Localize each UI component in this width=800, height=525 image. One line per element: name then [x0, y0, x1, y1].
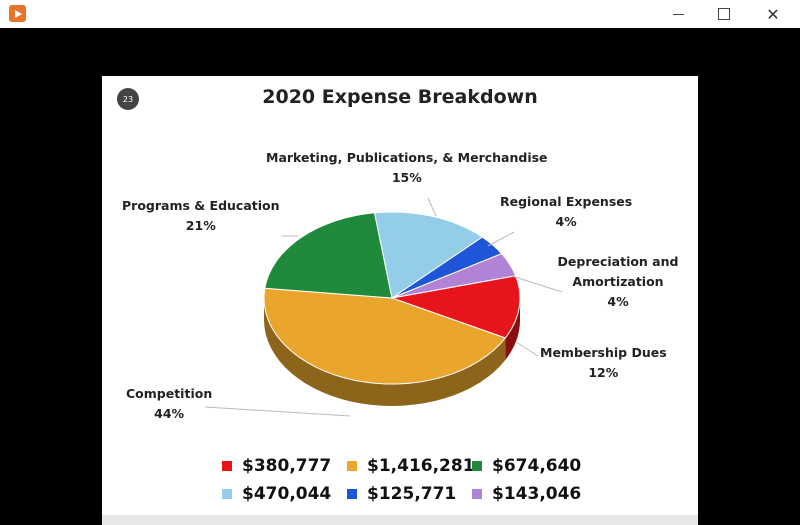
slice-label-text: Depreciation and Amortization — [557, 254, 679, 289]
close-button[interactable]: ✕ — [750, 0, 796, 28]
pie-slice-side — [264, 298, 506, 406]
legend-item: $1,416,281 — [347, 456, 475, 476]
legend-item: $125,771 — [347, 484, 456, 504]
window-titlebar: ✕ — [0, 0, 800, 28]
minimize-button[interactable] — [655, 0, 701, 28]
legend-value: $125,771 — [367, 484, 457, 504]
pie-slice-3 — [373, 211, 484, 299]
close-icon: ✕ — [766, 4, 780, 24]
legend-swatch — [472, 489, 482, 499]
pie-slice-1 — [263, 287, 507, 385]
slice-percent-text: 12% — [588, 365, 619, 380]
label-programs-education: Programs & Education 21% — [122, 196, 280, 236]
legend-value: $674,640 — [492, 456, 582, 476]
slice-percent-text: 4% — [607, 294, 629, 309]
legend-swatch — [222, 489, 232, 499]
label-depreciation: Depreciation and Amortization 4% — [553, 252, 683, 312]
legend-item: $380,777 — [222, 456, 331, 476]
legend-swatch — [472, 461, 482, 471]
slice-percent-text: 15% — [391, 170, 422, 185]
legend-swatch — [347, 489, 357, 499]
legend-value: $470,044 — [242, 484, 332, 504]
leader-line — [515, 341, 539, 357]
slice-label-text: Regional Expenses — [500, 194, 633, 209]
maximize-button[interactable] — [701, 0, 747, 28]
pie-slice-0 — [390, 275, 521, 339]
leader-line — [204, 406, 351, 417]
slide-number-badge: 23 — [117, 88, 139, 110]
label-regional-expenses: Regional Expenses 4% — [500, 192, 632, 232]
legend-item: $674,640 — [472, 456, 581, 476]
legend-value: $143,046 — [492, 484, 582, 504]
pie-slice-2 — [264, 212, 393, 299]
legend-swatch — [222, 461, 232, 471]
legend-swatch — [347, 461, 357, 471]
label-membership-dues: Membership Dues 12% — [540, 343, 667, 383]
slice-percent-text: 21% — [185, 218, 216, 233]
leader-line — [427, 197, 437, 217]
leader-line — [487, 231, 515, 247]
legend-value: $380,777 — [242, 456, 332, 476]
slice-label-text: Competition — [126, 386, 213, 401]
slice-label-text: Programs & Education — [122, 198, 280, 213]
legend-value: $1,416,281 — [367, 456, 475, 476]
pie-slice-5 — [391, 253, 517, 299]
label-competition: Competition 44% — [126, 384, 212, 424]
legend-item: $470,044 — [222, 484, 331, 504]
slice-percent-text: 44% — [154, 406, 185, 421]
legend-item: $143,046 — [472, 484, 581, 504]
label-marketing: Marketing, Publications, & Merchandise 1… — [266, 148, 548, 188]
leader-line — [511, 275, 563, 293]
slide-title: 2020 Expense Breakdown — [262, 86, 538, 108]
play-icon — [9, 5, 26, 22]
slice-percent-text: 4% — [555, 214, 577, 229]
slice-label-text: Membership Dues — [540, 345, 667, 360]
slice-label-text: Marketing, Publications, & Merchandise — [266, 150, 548, 165]
slide-bottom-bar — [102, 515, 698, 525]
pie-slice-side — [505, 298, 520, 360]
